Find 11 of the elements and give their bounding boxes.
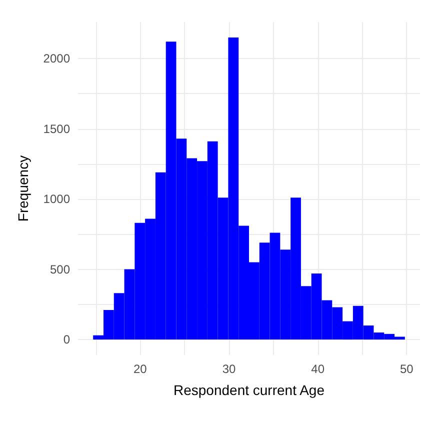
y-tick-label: 1000 (43, 192, 70, 206)
x-tick-label: 30 (222, 362, 236, 376)
y-axis-title: Frequency (15, 155, 31, 222)
y-tick-label: 2000 (43, 52, 70, 66)
y-tick-label: 500 (50, 262, 70, 276)
x-axis-title: Respondent current Age (174, 382, 325, 398)
y-tick-label: 0 (63, 332, 70, 347)
y-tick-label: 1500 (43, 122, 70, 136)
x-tick-label: 20 (134, 362, 148, 376)
x-tick-label: 40 (311, 362, 325, 376)
x-tick-label: 50 (400, 362, 414, 376)
